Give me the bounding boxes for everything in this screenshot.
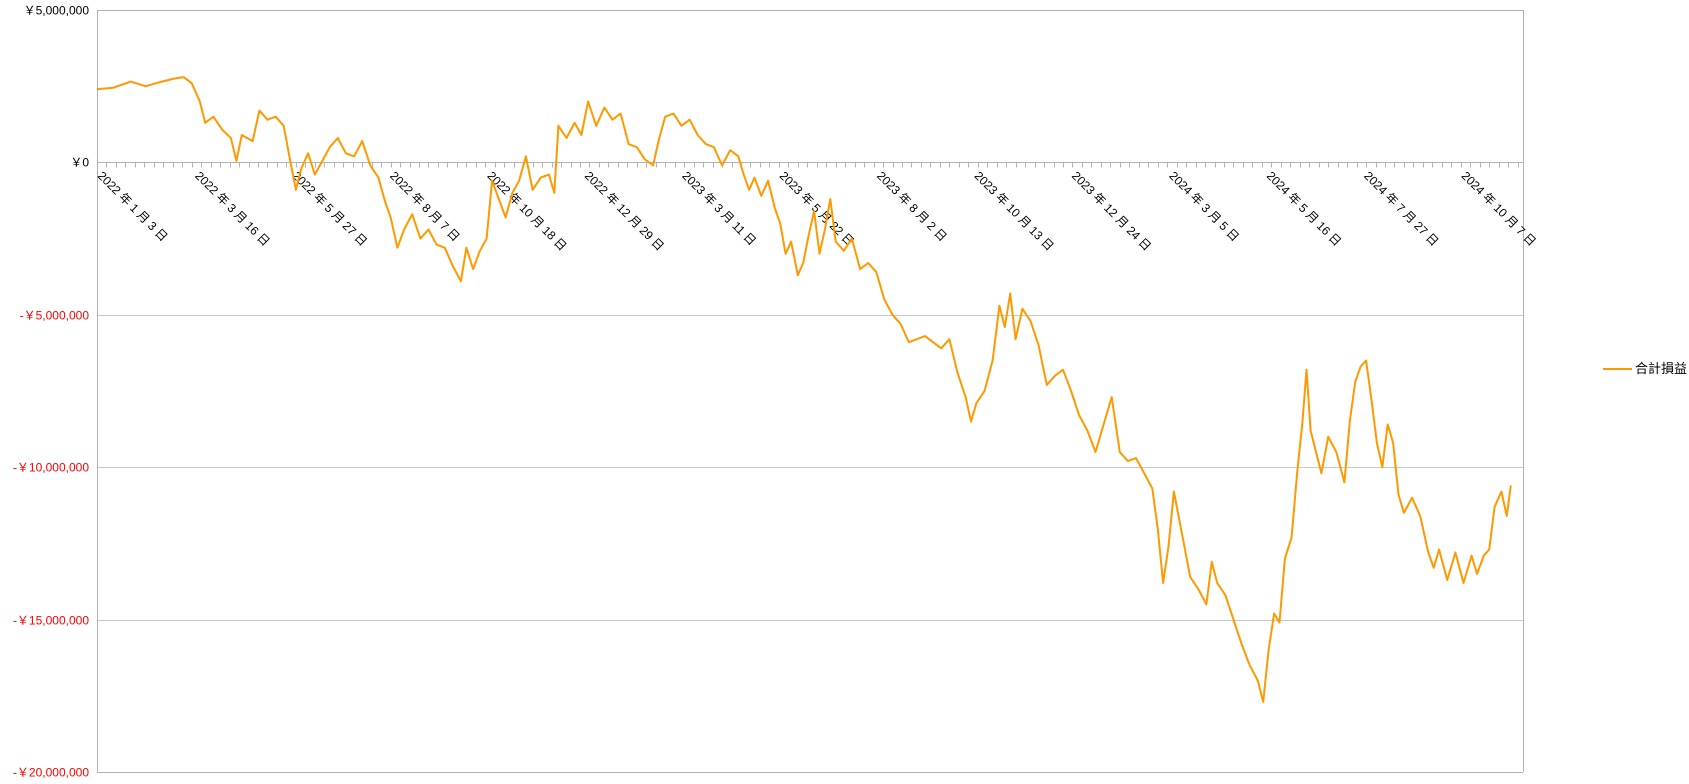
y-tick-label: ￥5,000,000 [24,4,90,18]
x-tick-label: 2023 年 8 月 2 日 [874,169,949,244]
x-tick-label: 2023 年 3 月 11 日 [679,169,759,249]
grid-lines [97,10,1523,773]
y-tick-label: -￥5,000,000 [20,309,90,323]
x-tick-label: 2022 年 12 月 29 日 [582,169,667,254]
y-tick-label: -￥10,000,000 [13,461,89,475]
x-axis-tick-labels: 2022 年 1 月 3 日 2022 年 3 月 16 日 2022 年 5 月 … [95,169,1539,254]
x-tick-label: 2023 年 10 月 13 日 [972,169,1057,254]
x-tick-label: 2023 年 12 月 24 日 [1069,169,1154,254]
series-line-total-profit [96,76,1512,703]
x-tick-label: 2024 年 5 月 16 日 [1264,169,1344,249]
x-tick-label: 2022 年 3 月 16 日 [192,169,272,249]
y-tick-label: ￥0 [70,156,89,170]
x-tick-label: 2024 年 10 月 7 日 [1459,169,1539,249]
y-tick-label: -￥15,000,000 [13,614,89,628]
legend: 合計損益 [1603,361,1687,376]
y-axis-tick-labels: ￥5,000,000 ￥0 -￥5,000,000 -￥10,000,000 -￥15,… [13,4,89,780]
x-tick-label: 2024 年 3 月 5 日 [1166,169,1241,244]
series [96,76,1512,703]
axes [97,10,1524,773]
x-tick-label: 2022 年 10 月 18 日 [485,169,570,254]
y-tick-label: -￥20,000,000 [13,766,89,780]
x-tick-label: 2024 年 7 月 27 日 [1361,169,1441,249]
x-tick-label: 2022 年 1 月 3 日 [95,169,170,244]
x-tick-label: 2022 年 5 月 27 日 [290,169,370,249]
legend-label-total-profit: 合計損益 [1635,361,1687,376]
